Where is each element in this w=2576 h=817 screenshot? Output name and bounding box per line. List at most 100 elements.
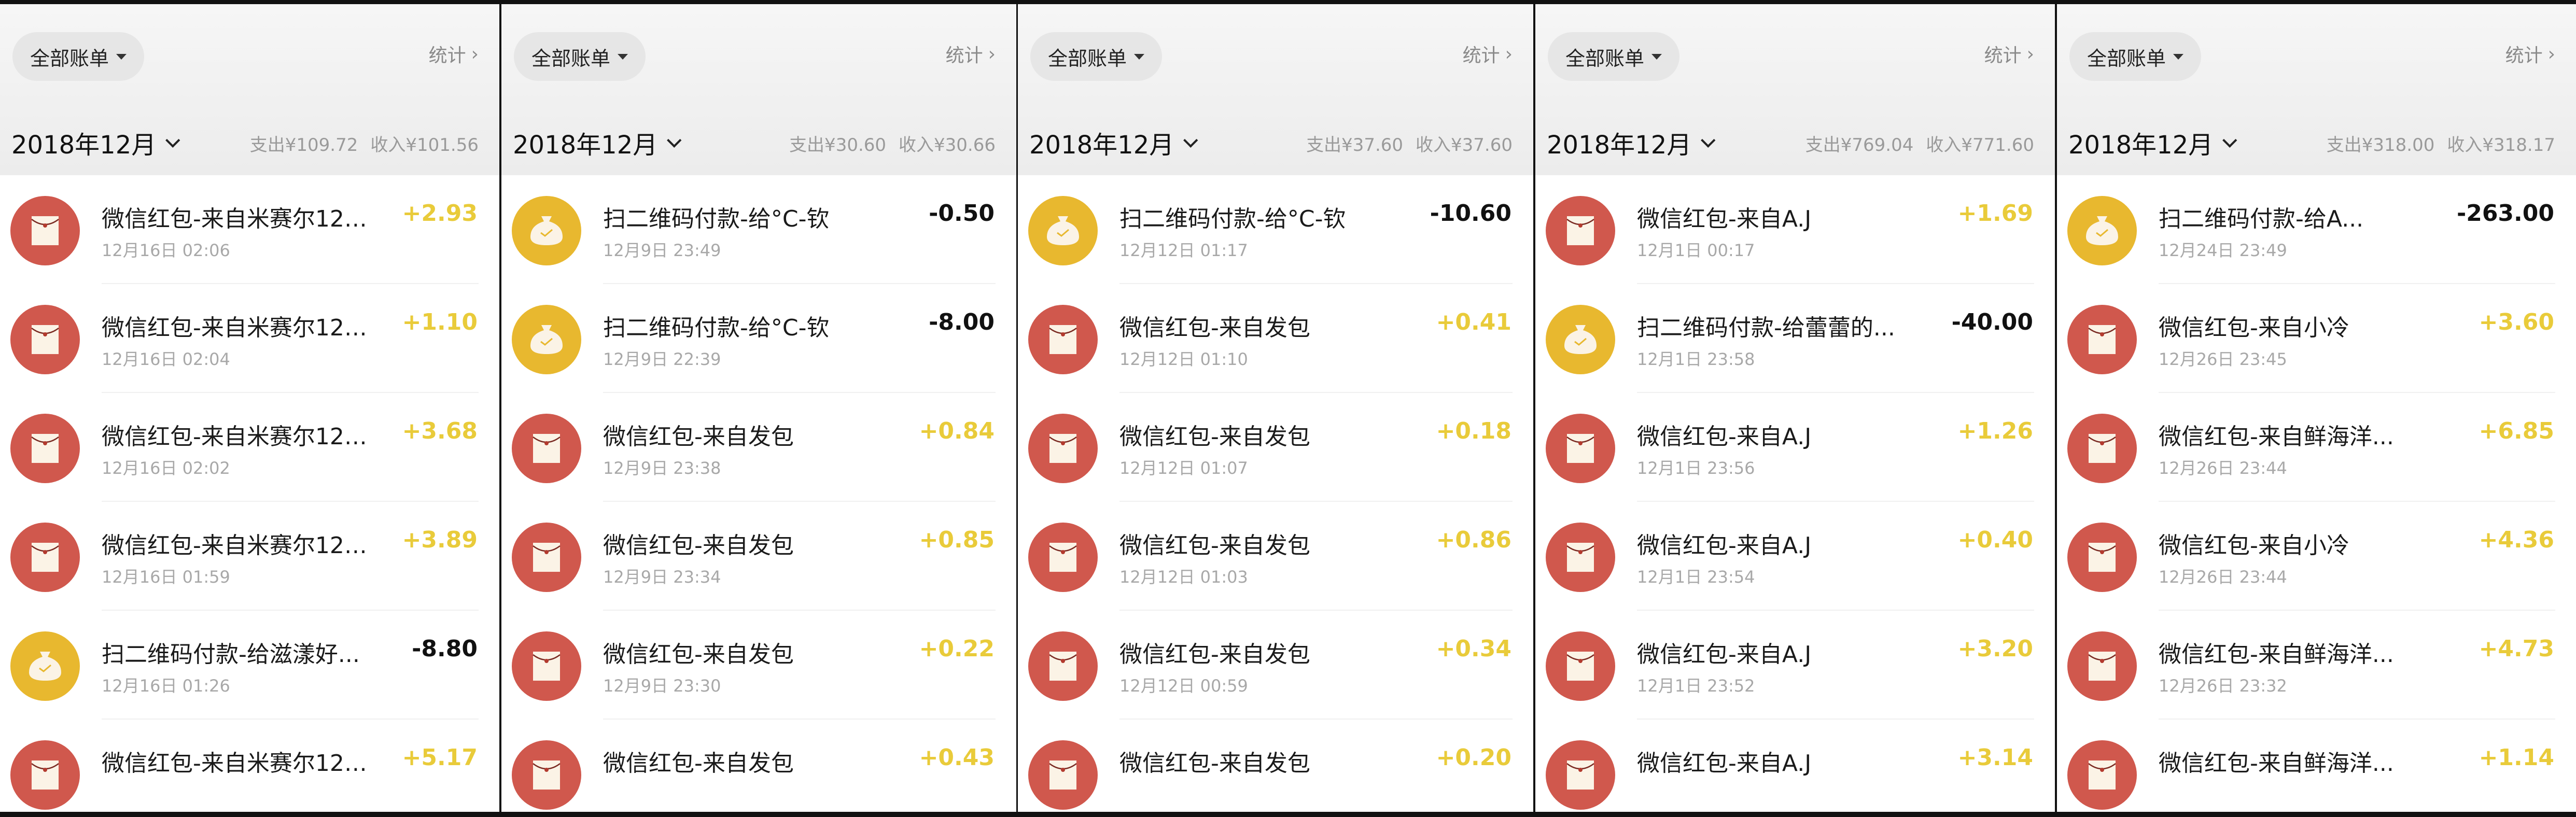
row-divider (603, 501, 996, 502)
red-envelope-icon (2067, 414, 2137, 483)
month-label: 2018年12月 (1547, 131, 1692, 160)
transaction-title: 扫二维码付款-给°C-钦 (1119, 206, 1346, 232)
transaction-date: 12月1日 23:52 (1637, 676, 1755, 696)
row-divider (2159, 283, 2555, 284)
row-divider (102, 610, 479, 611)
red-envelope-icon (1546, 523, 1615, 592)
bill-panel: 全部账单 统计 › 2018年12月 支出¥318.00 收入¥318.17 扫二… (2057, 4, 2576, 812)
month-selector[interactable]: 2018年12月 (2068, 124, 2237, 161)
bill-header: 全部账单 统计 › 2018年12月 支出¥769.04 收入¥771.60 (1535, 4, 2055, 175)
chevron-right-icon: › (988, 43, 996, 65)
row-divider (603, 610, 996, 611)
red-envelope-icon (1546, 740, 1615, 810)
all-bills-filter-button[interactable]: 全部账单 (2069, 32, 2202, 81)
all-bills-filter-button[interactable]: 全部账单 (1030, 32, 1163, 81)
statistics-link[interactable]: 统计 › (429, 40, 479, 67)
month-summary: 支出¥37.60 收入¥37.60 (1306, 131, 1513, 156)
expense-total: 支出¥30.60 (789, 135, 887, 156)
row-divider (1119, 719, 1513, 720)
transaction-amount: +1.69 (1957, 200, 2033, 227)
red-envelope-icon (1028, 631, 1098, 701)
statistics-link[interactable]: 统计 › (2505, 40, 2555, 67)
red-envelope-icon (10, 740, 80, 810)
transaction-amount: +0.86 (1436, 527, 1511, 553)
transaction-row[interactable]: 微信红包-来自米赛尔12-... 12月16日 02:02 +3.68 (0, 393, 499, 502)
transaction-amount: +1.26 (1957, 418, 2033, 444)
transaction-row[interactable]: 扫二维码付款-给滋漾好... 12月16日 01:26 -8.80 (0, 611, 499, 720)
filter-label: 全部账单 (1565, 47, 1645, 70)
transaction-amount: -40.00 (1951, 309, 2033, 335)
transaction-title: 微信红包-来自发包 (1119, 424, 1310, 450)
transaction-amount: +3.89 (402, 527, 478, 553)
transaction-title: 微信红包-来自发包 (603, 532, 794, 559)
row-divider (102, 392, 479, 393)
caret-down-icon (1651, 53, 1662, 60)
transaction-row[interactable]: 微信红包-来自小冷 12月26日 23:45 +3.60 (2057, 284, 2576, 393)
month-selector[interactable]: 2018年12月 (11, 124, 180, 161)
month-label: 2018年12月 (11, 131, 157, 160)
transaction-title: 微信红包-来自发包 (1119, 641, 1310, 668)
transaction-row[interactable]: 扫二维码付款-给°C-钦 12月9日 23:49 -0.50 (501, 175, 1016, 284)
month-selector[interactable]: 2018年12月 (1547, 124, 1716, 161)
all-bills-filter-button[interactable]: 全部账单 (12, 32, 145, 81)
transaction-row[interactable]: 微信红包-来自鲜海洋... 12月26日 23:32 +4.73 (2057, 611, 2576, 720)
transaction-amount: +0.41 (1436, 309, 1511, 335)
transaction-row[interactable]: 微信红包-来自米赛尔12-... 12月16日 02:04 +1.10 (0, 284, 499, 393)
transaction-row[interactable]: 微信红包-来自发包 12月12日 01:10 +0.41 (1018, 284, 1533, 393)
transaction-amount: +1.10 (402, 309, 478, 335)
transaction-row[interactable]: 微信红包-来自A.J 12月1日 23:54 +0.40 (1535, 502, 2055, 611)
transaction-row[interactable]: 扫二维码付款-给A... 12月24日 23:49 -263.00 (2057, 175, 2576, 284)
all-bills-filter-button[interactable]: 全部账单 (1548, 32, 1680, 81)
month-label: 2018年12月 (513, 131, 658, 160)
transaction-row[interactable]: 微信红包-来自米赛尔12-... 12月16日 01:59 +3.89 (0, 502, 499, 611)
statistics-link[interactable]: 统计 › (1984, 40, 2034, 67)
transaction-date: 12月26日 23:44 (2159, 567, 2287, 587)
transaction-row[interactable]: 微信红包-来自A.J 12月1日 23:52 +3.20 (1535, 611, 2055, 720)
row-divider (1637, 501, 2034, 502)
transaction-row[interactable]: 微信红包-来自鲜海洋... +1.14 (2057, 720, 2576, 812)
filter-label: 全部账单 (2087, 47, 2166, 70)
month-selector[interactable]: 2018年12月 (1029, 124, 1198, 161)
transaction-row[interactable]: 微信红包-来自鲜海洋... 12月26日 23:44 +6.85 (2057, 393, 2576, 502)
transaction-row[interactable]: 微信红包-来自发包 12月12日 01:03 +0.86 (1018, 502, 1533, 611)
month-summary: 支出¥769.04 收入¥771.60 (1805, 131, 2034, 156)
transaction-row[interactable]: 扫二维码付款-给°C-钦 12月9日 22:39 -8.00 (501, 284, 1016, 393)
transaction-row[interactable]: 微信红包-来自发包 12月9日 23:38 +0.84 (501, 393, 1016, 502)
red-envelope-icon (1028, 523, 1098, 592)
red-envelope-icon (1028, 740, 1098, 810)
transaction-row[interactable]: 微信红包-来自发包 12月12日 00:59 +0.34 (1018, 611, 1533, 720)
transaction-amount: +1.14 (2479, 744, 2554, 771)
all-bills-filter-button[interactable]: 全部账单 (514, 32, 646, 81)
transaction-row[interactable]: 微信红包-来自A.J 12月1日 23:56 +1.26 (1535, 393, 2055, 502)
statistics-link[interactable]: 统计 › (1463, 40, 1513, 67)
statistics-link[interactable]: 统计 › (946, 40, 996, 67)
row-divider (2159, 719, 2555, 720)
month-selector[interactable]: 2018年12月 (513, 124, 682, 161)
red-envelope-icon (2067, 305, 2137, 374)
transaction-row[interactable]: 微信红包-来自A.J 12月1日 00:17 +1.69 (1535, 175, 2055, 284)
transaction-date: 12月16日 01:59 (102, 567, 230, 587)
chevron-right-icon: › (1505, 43, 1513, 65)
transaction-row[interactable]: 扫二维码付款-给°C-钦 12月12日 01:17 -10.60 (1018, 175, 1533, 284)
transaction-row[interactable]: 微信红包-来自发包 12月12日 01:07 +0.18 (1018, 393, 1533, 502)
bill-panel: 全部账单 统计 › 2018年12月 支出¥769.04 收入¥771.60 微信… (1535, 4, 2055, 812)
transaction-date: 12月1日 23:56 (1637, 458, 1755, 478)
bill-panel: 全部账单 统计 › 2018年12月 支出¥37.60 收入¥37.60 扫二维码… (1018, 4, 1533, 812)
filter-label: 全部账单 (30, 47, 109, 70)
transaction-title: 扫二维码付款-给°C-钦 (603, 206, 830, 232)
transaction-date: 12月1日 23:54 (1637, 567, 1755, 587)
transaction-row[interactable]: 微信红包-来自A.J +3.14 (1535, 720, 2055, 812)
row-divider (1637, 392, 2034, 393)
transaction-row[interactable]: 微信红包-来自小冷 12月26日 23:44 +4.36 (2057, 502, 2576, 611)
filter-label: 全部账单 (1048, 47, 1127, 70)
transaction-title: 扫二维码付款-给A... (2159, 206, 2364, 232)
transaction-row[interactable]: 扫二维码付款-给蕾蕾的... 12月1日 23:58 -40.00 (1535, 284, 2055, 393)
chevron-down-icon (1183, 133, 1198, 148)
transaction-row[interactable]: 微信红包-来自米赛尔12-... 12月16日 02:06 +2.93 (0, 175, 499, 284)
transaction-row[interactable]: 微信红包-来自发包 +0.43 (501, 720, 1016, 812)
transaction-row[interactable]: 微信红包-来自米赛尔12-... +5.17 (0, 720, 499, 812)
transaction-row[interactable]: 微信红包-来自发包 12月9日 23:30 +0.22 (501, 611, 1016, 720)
transaction-row[interactable]: 微信红包-来自发包 +0.20 (1018, 720, 1533, 812)
transaction-date: 12月24日 23:49 (2159, 241, 2287, 260)
transaction-row[interactable]: 微信红包-来自发包 12月9日 23:34 +0.85 (501, 502, 1016, 611)
